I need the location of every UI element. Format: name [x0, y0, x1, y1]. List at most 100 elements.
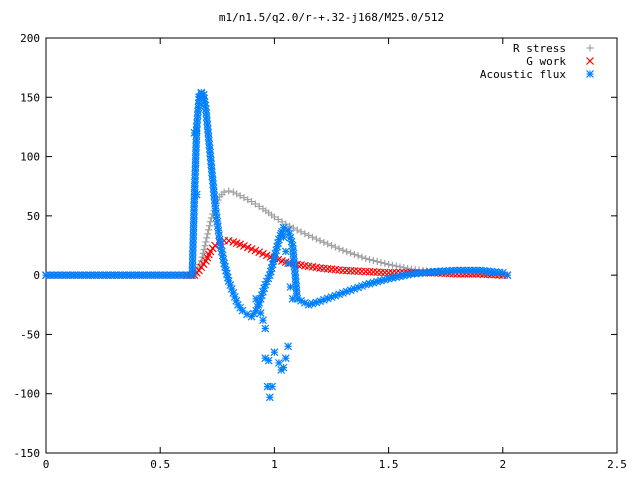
data-point [358, 267, 366, 276]
data-point [297, 228, 305, 236]
data-point [284, 342, 293, 351]
data-point [265, 393, 274, 402]
data-point [255, 202, 263, 210]
data-point [392, 262, 400, 270]
data-point [328, 242, 335, 249]
data-point [320, 238, 328, 246]
data-point [286, 233, 295, 242]
data-point [233, 190, 241, 198]
legend-label: G work [526, 55, 566, 68]
data-point [373, 268, 382, 277]
data-point [252, 294, 261, 303]
chart-title: m1/n1.5/q2.0/r-+.32-j168/M25.0/512 [219, 11, 444, 24]
data-point [279, 233, 288, 242]
data-point [305, 231, 313, 239]
data-point [503, 271, 512, 280]
data-point [251, 200, 259, 208]
x-tick-label: 0.5 [150, 458, 170, 471]
data-point [384, 268, 393, 277]
data-point [203, 234, 211, 242]
x-tick-label: 1.5 [379, 458, 399, 471]
data-point [347, 249, 355, 257]
data-marks [42, 88, 512, 402]
data-point [205, 226, 213, 234]
y-tick-label: -100 [14, 388, 41, 401]
legend-marker [586, 70, 594, 78]
plot-border [45, 37, 618, 454]
series-acoustic-flux [42, 88, 512, 402]
data-point [289, 224, 297, 232]
data-point [254, 300, 263, 309]
legend-marker [586, 44, 594, 52]
data-point [244, 196, 252, 204]
y-tick-label: 150 [20, 91, 40, 104]
data-point [339, 246, 347, 254]
data-point [279, 363, 288, 372]
data-point [308, 233, 316, 241]
data-point [472, 266, 481, 275]
data-point [369, 257, 377, 265]
data-point [373, 258, 381, 266]
y-tick-label: -50 [20, 328, 40, 341]
axes-frame [45, 37, 618, 454]
data-point [277, 229, 286, 238]
data-point [301, 230, 309, 238]
data-point [192, 126, 201, 135]
data-point [225, 187, 233, 195]
data-point [441, 267, 450, 275]
data-point [224, 277, 233, 285]
data-point [281, 354, 290, 363]
data-point [354, 252, 362, 260]
data-point [385, 260, 393, 268]
data-point [206, 222, 214, 230]
data-point [316, 237, 324, 245]
data-point [220, 188, 228, 196]
data-point [192, 190, 201, 199]
data-point [270, 348, 279, 357]
data-point [380, 268, 389, 277]
data-point [248, 198, 256, 206]
data-point [377, 268, 385, 277]
y-tick-label: 100 [20, 151, 40, 164]
data-point [388, 261, 396, 269]
data-point [274, 215, 282, 223]
data-point [343, 248, 351, 256]
data-point [324, 240, 332, 248]
data-point [204, 230, 212, 238]
legend-label: Acoustic flux [480, 68, 566, 81]
data-point [464, 266, 473, 275]
data-point [199, 90, 208, 99]
data-point [200, 246, 208, 254]
legend-label: R stress [513, 42, 566, 55]
data-point [281, 247, 290, 256]
data-point [238, 306, 247, 315]
data-point [361, 267, 370, 276]
x-tick-label: 1 [271, 458, 278, 471]
y-tick-label: 0 [33, 269, 40, 282]
data-point [358, 253, 366, 261]
data-point [286, 283, 295, 291]
data-point [331, 243, 339, 251]
data-point [365, 267, 374, 276]
data-point [362, 255, 370, 263]
axis-ticks: 0 0.5 1 1.5 2 2.5 -150 -100 -50 0 50 100 150 200 [14, 32, 627, 471]
data-point [205, 140, 214, 149]
data-point [293, 226, 301, 234]
data-point [206, 218, 214, 226]
data-point [196, 260, 204, 268]
data-point [198, 253, 206, 261]
y-tick-label: 50 [27, 210, 40, 223]
x-tick-label: 2.5 [607, 458, 627, 471]
data-point [335, 245, 343, 253]
data-point [240, 194, 248, 202]
data-point [259, 316, 267, 325]
data-point [278, 218, 286, 226]
data-point [261, 324, 270, 333]
series-r-stress [42, 187, 511, 279]
x-tick-label: 0 [43, 458, 50, 471]
data-point [404, 264, 412, 272]
data-point [201, 242, 209, 250]
x-tick-label: 2 [499, 458, 506, 471]
